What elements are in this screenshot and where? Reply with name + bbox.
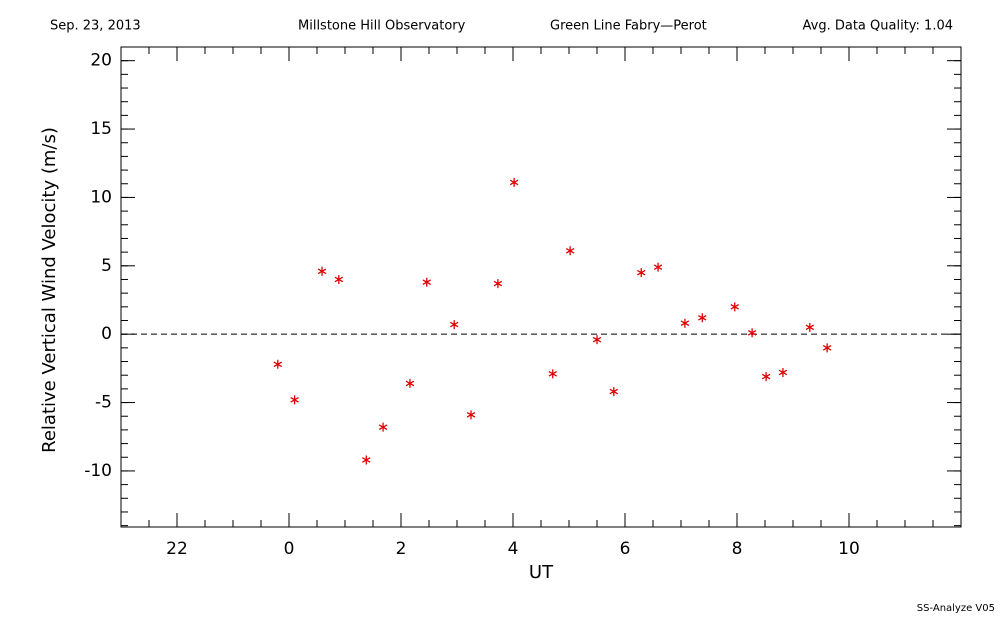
y-tick-label: 5 <box>101 256 112 276</box>
data-point <box>378 422 388 432</box>
data-point <box>637 268 646 278</box>
data-point <box>449 320 459 330</box>
data-point <box>509 177 519 187</box>
data-point <box>747 328 757 338</box>
data-point <box>653 262 663 272</box>
data-point <box>565 246 575 256</box>
data-point <box>761 372 771 382</box>
x-tick-label: 10 <box>838 539 860 559</box>
x-axis-title: UT <box>529 562 554 583</box>
x-tick-label: 0 <box>284 539 295 559</box>
data-point <box>317 266 327 276</box>
x-tick-label: 8 <box>732 539 743 559</box>
data-point <box>778 367 788 377</box>
data-point <box>273 359 283 369</box>
header-quality: Avg. Data Quality: 1.04 <box>803 19 953 34</box>
footer: SS-Analyze V05 <box>917 603 995 614</box>
data-point <box>422 277 431 287</box>
data-point <box>405 378 415 388</box>
data-point <box>698 313 707 323</box>
x-tick-label: 4 <box>508 539 519 559</box>
header-site: Millstone Hill Observatory <box>298 19 466 34</box>
header-instrument: Green Line Fabry—Perot <box>550 19 707 34</box>
y-axis-title: Relative Vertical Wind Velocity (m/s) <box>39 127 60 453</box>
data-point <box>493 279 503 289</box>
data-point <box>548 369 557 379</box>
y-tick-label: 20 <box>90 51 112 71</box>
data-point <box>822 343 832 353</box>
y-tick-label: 10 <box>90 187 112 207</box>
data-point <box>680 318 690 328</box>
plot-frame <box>120 46 962 528</box>
data-point <box>805 322 815 332</box>
data-point <box>334 274 344 284</box>
x-tick-label: 6 <box>620 539 631 559</box>
data-point <box>466 410 476 420</box>
data-point <box>730 302 739 312</box>
y-tick-label: -5 <box>95 393 112 413</box>
y-tick-label: -10 <box>84 461 112 481</box>
header-date: Sep. 23, 2013 <box>50 19 141 34</box>
y-tick-label: 15 <box>90 119 112 139</box>
x-tick-label: 2 <box>396 539 407 559</box>
y-tick-label: 0 <box>101 324 112 344</box>
data-point <box>592 335 602 345</box>
data-point <box>290 395 299 405</box>
x-tick-label: 22 <box>166 539 188 559</box>
data-point <box>609 387 619 397</box>
data-point <box>362 455 371 465</box>
